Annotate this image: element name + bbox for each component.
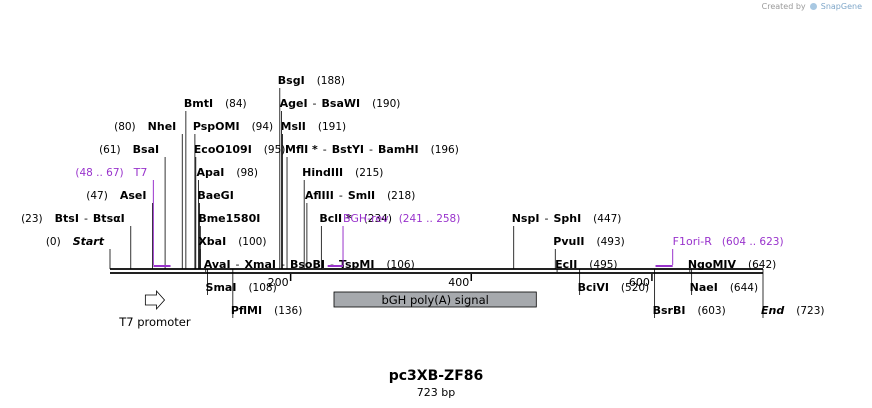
feature-label-t7-promoter: T7 promoter [118, 315, 191, 329]
primer-name-t7[interactable]: T7 [133, 166, 148, 179]
ruler-tick-label: 400 [448, 276, 469, 289]
site-name-agei: AgeI [280, 97, 308, 110]
site-dash-: - [369, 143, 373, 156]
site-dash-: - [84, 212, 88, 225]
site-name-bmti: BmtI [184, 97, 213, 110]
feature-label-bgh-poly-a-signal: bGH poly(A) signal [381, 293, 488, 307]
site-position-191: (191) [318, 121, 346, 133]
site-name-hindiii: HindIII [302, 166, 343, 179]
site-name-btsi: BtsI [55, 212, 79, 225]
site-position-100: (100) [238, 236, 266, 248]
site-name-nspi: NspI [512, 212, 540, 225]
site-position-495: (495) [589, 259, 617, 271]
site-position-218: (218) [387, 190, 415, 202]
site-position-642: (642) [748, 259, 776, 271]
site-position-493: (493) [597, 236, 625, 248]
site-dash-: - [313, 97, 317, 110]
site-name-mfli: MflI * [285, 143, 318, 156]
site-name-bstyi: BstYI [332, 143, 364, 156]
site-name-bcli: BclI * [319, 212, 352, 225]
site-name-avai: AvaI [204, 258, 231, 271]
site-position-108: (108) [248, 282, 276, 294]
backbone-top-strand [110, 268, 763, 270]
site-name-bcivi: BciVI [578, 281, 609, 294]
site-position-106: (106) [386, 259, 414, 271]
primer-name-f1ori-r[interactable]: F1ori-R [673, 235, 713, 248]
site-name-msli: MslI [281, 120, 306, 133]
site-name-tspmi: TspMI [339, 258, 375, 271]
site-name-start: Start [73, 235, 105, 248]
site-position-215: (215) [355, 167, 383, 179]
site-name-smai: SmaI [206, 281, 237, 294]
site-name-apai: ApaI [197, 166, 225, 179]
site-name-naei: NaeI [690, 281, 718, 294]
site-name-pvuii: PvuII [553, 235, 584, 248]
site-name-pflmi: PflMI [231, 304, 262, 317]
site-name-bsawi: BsaWI [322, 97, 361, 110]
primer-name-bgh-rev[interactable]: BGH-rev [343, 212, 389, 225]
site-name-bamhi: BamHI [378, 143, 419, 156]
site-name-xmai: XmaI [245, 258, 276, 271]
site-name-ecii: EcII [555, 258, 577, 271]
credit-brand: SnapGene [820, 2, 862, 11]
construct-name: pc3XB-ZF86 [388, 368, 484, 384]
ruler-tick-label: 600 [629, 276, 650, 289]
site-position-23: (23) [21, 213, 43, 225]
site-name-bsobi: BsoBI [290, 258, 325, 271]
site-dash-: - [544, 212, 548, 225]
site-position-196: (196) [431, 144, 459, 156]
ruler-tick-label: 200 [268, 276, 289, 289]
site-name-smli: SmlI [348, 189, 375, 202]
site-name-ecoo109i: EcoO109I [194, 143, 252, 156]
site-dash-: - [339, 189, 343, 202]
site-position-84: (84) [225, 98, 247, 110]
site-name-baegi: BaeGI [197, 189, 233, 202]
site-position-61: (61) [99, 144, 121, 156]
site-dash-: - [323, 143, 327, 156]
site-name-bsgi: BsgI [278, 74, 305, 87]
construct-length: 723 bp [416, 386, 456, 399]
site-name-ngomiv: NgoMIV [688, 258, 737, 271]
site-position-234: (234) [364, 213, 392, 225]
site-name-sphi: SphI [553, 212, 581, 225]
site-name-asei: AseI [120, 189, 147, 202]
site-position-644: (644) [730, 282, 758, 294]
site-name-pspomi: PspOMI [193, 120, 240, 133]
site-dash-: - [236, 258, 240, 271]
site-position-80: (80) [114, 121, 136, 133]
site-position-0: (0) [46, 236, 61, 248]
site-position-603: (603) [697, 305, 725, 317]
site-name-afliii: AflIII [305, 189, 334, 202]
site-name-bsrbi: BsrBI [653, 304, 686, 317]
site-position-136: (136) [274, 305, 302, 317]
backbone-bottom-strand [110, 272, 763, 274]
site-position-447: (447) [593, 213, 621, 225]
site-dash-: - [330, 258, 334, 271]
primer-range-f1ori-r: (604 .. 623) [722, 236, 784, 248]
site-name-bsai: BsaI [133, 143, 159, 156]
feature-t7-promoter-arrow-icon[interactable] [144, 289, 166, 311]
site-position-94: (94) [252, 121, 274, 133]
feature-bgh-poly-a-signal[interactable] [333, 291, 537, 308]
credit-prefix: Created by [761, 2, 806, 11]
site-name-bme1580i: Bme1580I [198, 212, 260, 225]
snapgene-logo-icon [810, 3, 818, 10]
site-position-723: (723) [796, 305, 824, 317]
site-name-bts-i: BtsαI [93, 212, 125, 225]
primer-range-bgh-rev: (241 .. 258) [399, 213, 461, 225]
site-name-xbai: XbaI [198, 235, 226, 248]
site-position-188: (188) [317, 75, 345, 87]
site-position-47: (47) [86, 190, 108, 202]
site-name-nhei: NheI [148, 120, 177, 133]
site-position-190: (190) [372, 98, 400, 110]
site-name-end: End [761, 304, 784, 317]
site-position-520: (520) [621, 282, 649, 294]
site-dash-: - [281, 258, 285, 271]
snapgene-credit: Created by SnapGene [762, 2, 862, 11]
site-position-98: (98) [236, 167, 258, 179]
primer-range-t7: (48 .. 67) [75, 167, 123, 179]
